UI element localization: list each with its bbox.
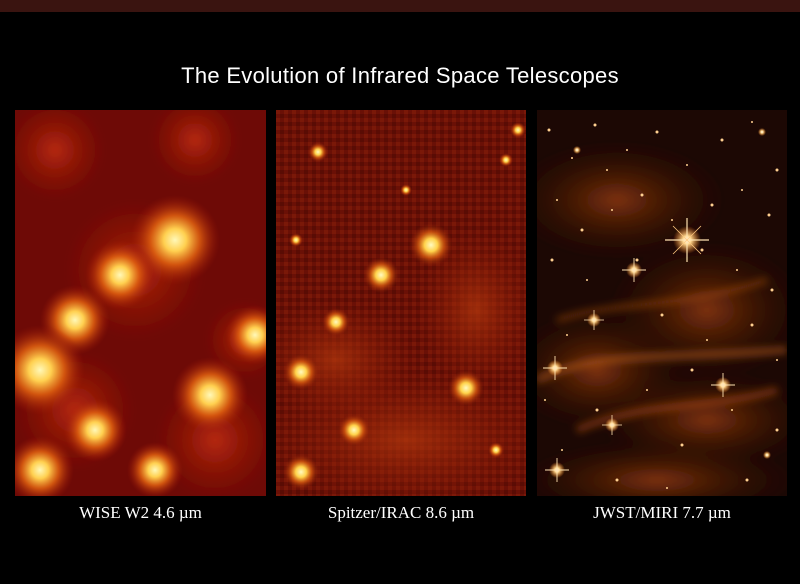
wise-image bbox=[15, 110, 266, 496]
page-title: The Evolution of Infrared Space Telescop… bbox=[181, 63, 619, 88]
jwst-image bbox=[537, 110, 787, 496]
jwst-caption: JWST/MIRI 7.7 µm bbox=[593, 503, 731, 522]
top-bar bbox=[0, 0, 800, 12]
wise-caption: WISE W2 4.6 µm bbox=[79, 503, 202, 522]
wise-stars bbox=[15, 195, 266, 496]
jwst-bright-stars bbox=[543, 128, 771, 482]
spitzer-stars bbox=[283, 122, 526, 490]
spitzer-image bbox=[276, 110, 526, 496]
jwst-small-stars bbox=[544, 121, 779, 489]
spitzer-caption: Spitzer/IRAC 8.6 µm bbox=[327, 503, 475, 522]
